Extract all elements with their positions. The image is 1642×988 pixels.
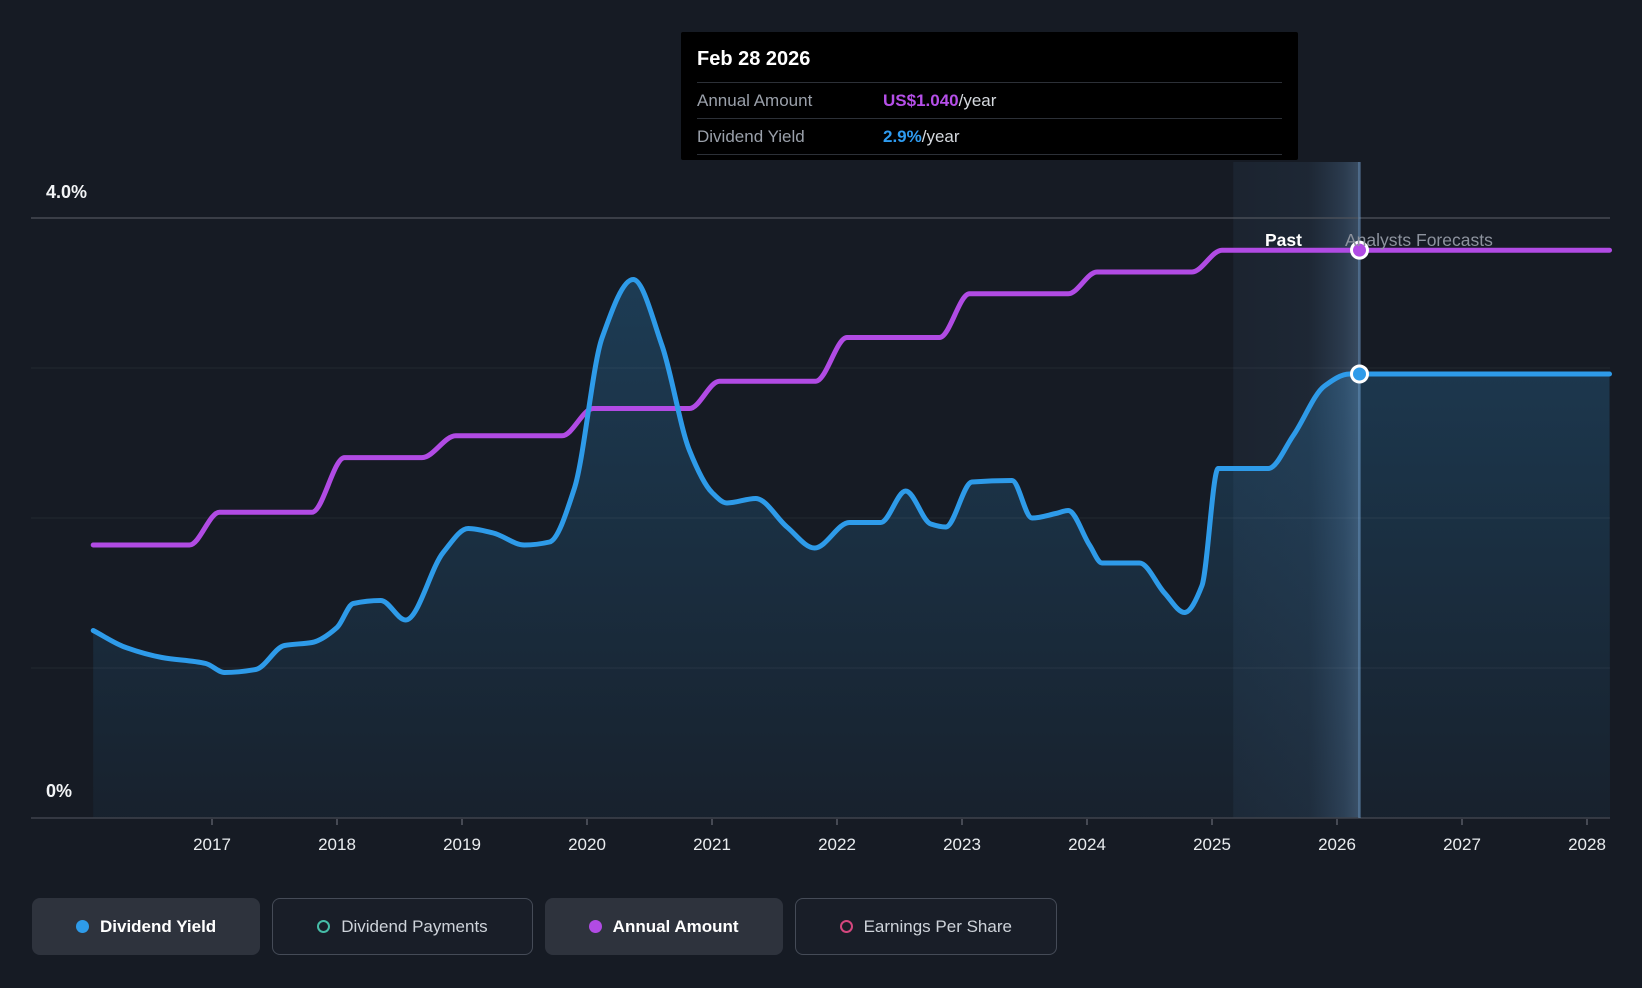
x-axis-year-label: 2025 — [1193, 835, 1231, 854]
chart-tooltip: Feb 28 2026 Annual Amount US$1.040 /year… — [681, 32, 1298, 160]
dividend-yield-line — [90, 277, 1612, 675]
past-label: Past — [1265, 230, 1302, 250]
chart-legend: Dividend Yield Dividend Payments Annual … — [32, 898, 1057, 955]
legend-label: Earnings Per Share — [863, 916, 1012, 936]
x-axis-year-label: 2024 — [1068, 835, 1106, 854]
dividend-yield-marker-dot — [1350, 364, 1369, 384]
x-axis-year-label: 2021 — [693, 835, 731, 854]
analysts-forecasts-label: Analysts Forecasts — [1345, 230, 1493, 250]
legend-button-dividend-payments[interactable]: Dividend Payments — [272, 898, 533, 955]
tooltip-dividend-yield-label: Dividend Yield — [697, 126, 805, 146]
annual-amount-dot-icon — [588, 920, 602, 933]
x-axis-year-label: 2023 — [943, 835, 981, 854]
legend-label: Dividend Payments — [341, 916, 488, 936]
tooltip-annual-amount-suffix: /year — [958, 90, 997, 110]
annual-amount-marker-dot — [1350, 240, 1369, 260]
x-axis-year-label: 2018 — [318, 835, 356, 854]
legend-button-dividend-yield[interactable]: Dividend Yield — [32, 898, 261, 955]
legend-label: Dividend Yield — [100, 916, 217, 936]
x-axis-year-label: 2028 — [1568, 835, 1606, 854]
x-axis-year-label: 2022 — [818, 835, 856, 854]
dividend-yield-area — [93, 279, 1611, 818]
legend-button-earnings-per-share[interactable]: Earnings Per Share — [794, 898, 1057, 955]
x-axis-year-label: 2026 — [1318, 835, 1356, 854]
x-axis-year-label: 2017 — [193, 835, 231, 854]
tooltip-annual-amount-label: Annual Amount — [697, 90, 813, 110]
annual-amount-line — [90, 247, 1612, 548]
x-axis-year-label: 2020 — [568, 835, 606, 854]
earnings-per-share-ring-icon — [839, 920, 853, 933]
tooltip-annual-amount-value: US$1.040 — [883, 90, 959, 110]
legend-button-annual-amount[interactable]: Annual Amount — [544, 898, 783, 955]
x-axis-year-label: 2019 — [443, 835, 481, 854]
legend-label: Annual Amount — [612, 916, 739, 936]
tooltip-row-annual-amount: Annual Amount US$1.040 /year — [697, 82, 1282, 118]
tooltip-dividend-yield-suffix: /year — [921, 126, 960, 146]
tooltip-row-dividend-yield: Dividend Yield 2.9% /year — [697, 118, 1282, 155]
x-axis-year-label: 2027 — [1443, 835, 1481, 854]
dividend-payments-ring-icon — [317, 920, 331, 933]
tooltip-date: Feb 28 2026 — [697, 48, 811, 70]
y-axis-label-bottom: 0% — [46, 781, 73, 801]
dividend-yield-dot-icon — [76, 920, 89, 933]
y-axis-label-top: 4.0% — [46, 182, 88, 202]
hover-highlight-band — [1233, 162, 1360, 818]
tooltip-dividend-yield-value: 2.9% — [883, 126, 922, 146]
